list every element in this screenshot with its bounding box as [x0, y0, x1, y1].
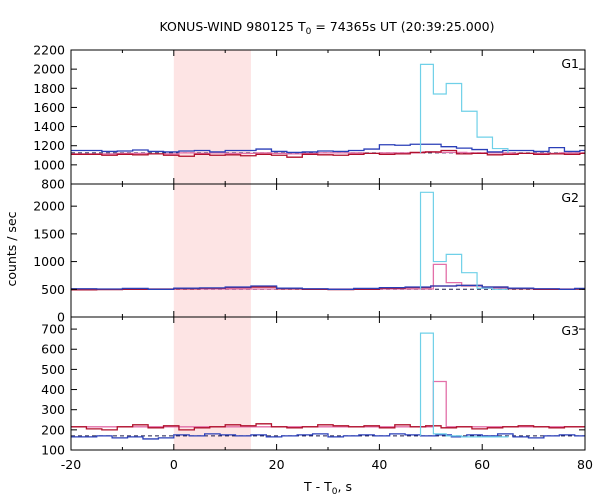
series-blue-line	[71, 433, 585, 440]
series-red-line	[71, 149, 585, 158]
chart-title: KONUS-WIND 980125 T0 = 74365s UT (20:39:…	[159, 19, 494, 37]
x-axis-title: T - T0, s	[303, 479, 352, 497]
series-pink-line	[71, 380, 585, 428]
panel-frame	[70, 183, 586, 318]
interval-shade	[173, 317, 251, 450]
y-tick-label: 1200	[33, 138, 65, 153]
y-tick-label: 500	[41, 362, 65, 377]
y-tick-label: 2000	[33, 62, 65, 77]
y-tick-label: 100	[41, 443, 65, 458]
x-tick-label: -20	[61, 457, 81, 472]
y-tick-label: 400	[41, 382, 65, 397]
y-tick-label: 200	[41, 422, 65, 437]
y-tick-label: 2200	[33, 43, 65, 58]
series-pink-line	[71, 263, 585, 290]
series-blue-line	[71, 284, 585, 290]
panel-g1: 800 1000 1200 1400 1600 1800 2000 2200 G1	[33, 43, 586, 192]
y-tick-label: 0	[57, 310, 65, 325]
y-tick-label: 500	[41, 282, 65, 297]
y-tick-label: 1600	[33, 100, 65, 115]
x-tick-label: 80	[577, 457, 593, 472]
y-tick-label: 1000	[33, 254, 65, 269]
x-tick-label: 20	[269, 457, 285, 472]
y-tick-label: 1800	[33, 81, 65, 96]
x-tick-label: 0	[170, 457, 178, 472]
y-tick-label: 2000	[33, 199, 65, 214]
interval-shade	[173, 50, 251, 184]
series-blue-line	[71, 143, 585, 154]
panel-g2: 0 500 1000 1500 2000 G2	[33, 183, 586, 325]
y-tick-label: 700	[41, 322, 65, 337]
y-tick-label: 1400	[33, 119, 65, 134]
panel-frame	[70, 316, 586, 451]
panel-g3: 100 200 300 400 500 600 700 G3 -20 0 20 40 60 80	[41, 316, 593, 472]
y-tick-label: 1000	[33, 157, 65, 172]
x-tick-label: 40	[371, 457, 387, 472]
series-cyan-line	[419, 332, 509, 438]
panel-label: G3	[561, 323, 579, 338]
series-red-line	[71, 423, 585, 431]
y-tick-label: 1500	[33, 226, 65, 241]
x-tick-label: 60	[474, 457, 490, 472]
y-axis-title: counts / sec	[4, 211, 19, 286]
y-tick-label: 600	[41, 342, 65, 357]
panel-label: G1	[561, 56, 579, 71]
panel-label: G2	[561, 190, 579, 205]
interval-shade	[173, 184, 251, 317]
y-tick-label: 300	[41, 402, 65, 417]
series-cyan-line	[419, 63, 509, 153]
y-tick-label: 800	[41, 177, 65, 192]
panel-frame	[70, 49, 586, 185]
series-cyan-line	[419, 191, 508, 290]
